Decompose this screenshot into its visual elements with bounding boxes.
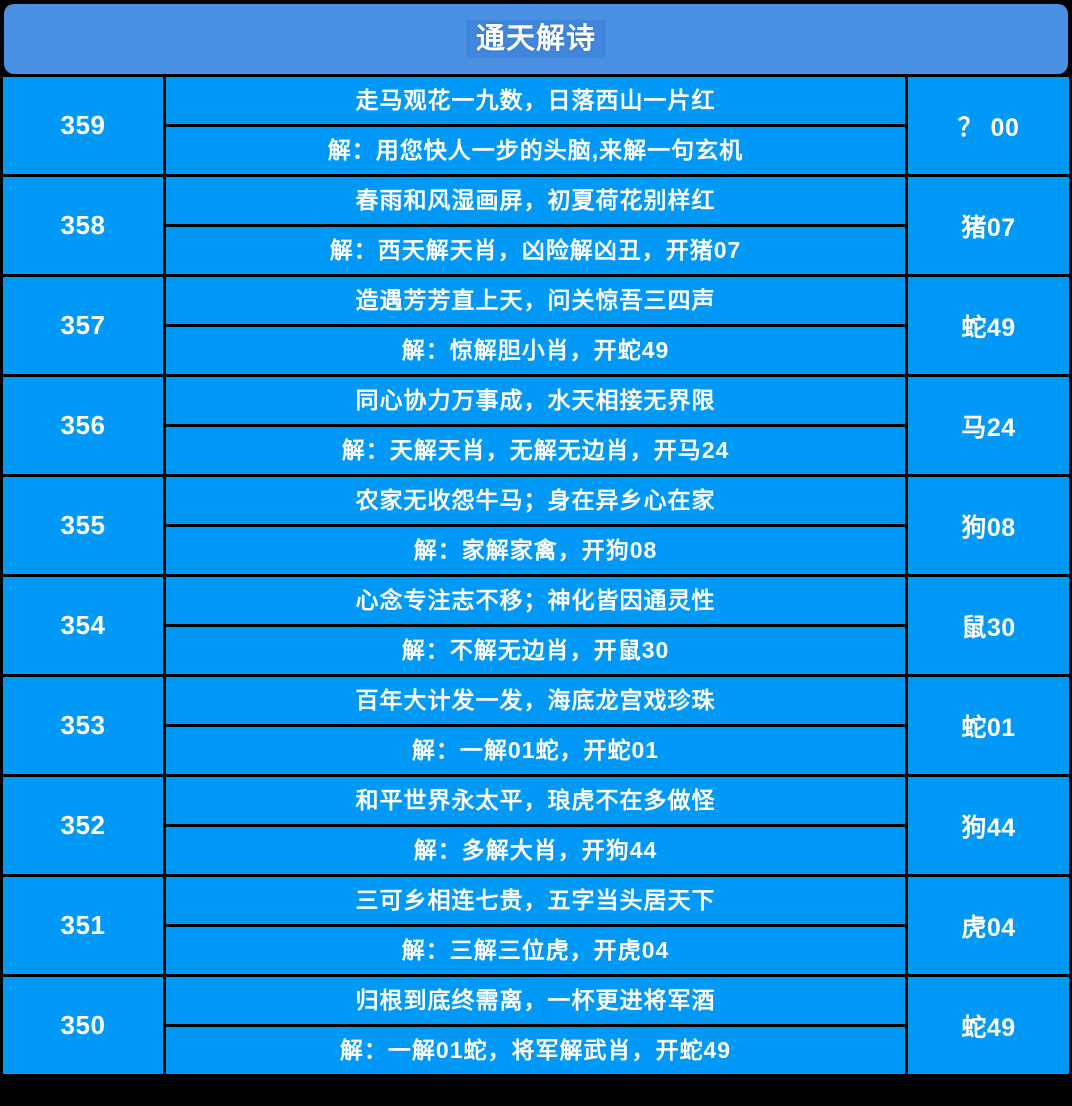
issue-number-cell: 354 [0, 574, 166, 677]
page-header-banner: 通天解诗 [4, 4, 1068, 74]
table-row: 352 和平世界永太平，琅虎不在多做怪 狗44 [0, 774, 1072, 877]
poem-line-cell: 春雨和风湿画屏，初夏荷花别样红 [163, 174, 908, 227]
result-cell: 狗08 [905, 474, 1072, 577]
answer-line-cell: 解：一解01蛇，开蛇01 [163, 724, 908, 777]
poem-line-cell: 农家无收怨牛马；身在异乡心在家 [163, 474, 908, 527]
poem-line-text: 归根到底终需离，一杯更进将军酒 [355, 986, 716, 1013]
answer-line-text: 解：家解家禽，开狗08 [413, 536, 658, 563]
poem-line-text: 春雨和风湿画屏，初夏荷花别样红 [355, 186, 716, 213]
table-row: 359 走马观花一九数，日落西山一片红 ？ 00 [0, 74, 1072, 177]
table-row-answer: 解：多解大肖，开狗44 [2, 824, 1071, 877]
poem-line-cell: 同心协力万事成，水天相接无界限 [163, 374, 908, 427]
issue-number-cell: 350 [0, 974, 166, 1077]
table-row-answer: 解：一解01蛇，将军解武肖，开蛇49 [2, 1024, 1071, 1077]
answer-line-cell: 解：用您快人一步的头脑,来解一句玄机 [163, 124, 908, 177]
poem-line-cell: 百年大计发一发，海底龙宫戏珍珠 [163, 674, 908, 727]
table-row-answer: 解：天解天肖，无解无边肖，开马24 [2, 424, 1071, 477]
table-row-answer: 解：惊解胆小肖，开蛇49 [2, 324, 1071, 377]
issue-number-cell: 358 [0, 174, 166, 277]
answer-line-text: 解：不解无边肖，开鼠30 [401, 636, 670, 663]
result-cell: 鼠30 [905, 574, 1072, 677]
poem-table-body: 359 走马观花一九数，日落西山一片红 ？ 00 解：用您快人一步的头脑,来解一句玄机… [0, 74, 1072, 1077]
answer-line-cell: 解：西天解天肖，凶险解凶丑，开猪07 [163, 224, 908, 277]
answer-line-cell: 解：多解大肖，开狗44 [163, 824, 908, 877]
poem-line-text: 和平世界永太平，琅虎不在多做怪 [355, 786, 716, 813]
table-row: 350 归根到底终需离，一杯更进将军酒 蛇49 [0, 974, 1072, 1077]
table-row-answer: 解：一解01蛇，开蛇01 [2, 724, 1071, 777]
answer-line-cell: 解：天解天肖，无解无边肖，开马24 [163, 424, 908, 477]
issue-number-cell: 353 [0, 674, 166, 777]
table-row: 355 农家无收怨牛马；身在异乡心在家 狗08 [0, 474, 1072, 577]
issue-number-cell: 351 [0, 874, 166, 977]
table-row-answer: 解：家解家禽，开狗08 [2, 524, 1071, 577]
answer-line-cell: 解：家解家禽，开狗08 [163, 524, 908, 577]
poem-line-cell: 心念专注志不移；神化皆因通灵性 [163, 574, 908, 627]
issue-number-cell: 359 [0, 74, 166, 177]
result-cell: 狗44 [905, 774, 1072, 877]
issue-number-cell: 356 [0, 374, 166, 477]
answer-line-text: 解：用您快人一步的头脑,来解一句玄机 [327, 136, 744, 163]
result-cell: 虎04 [905, 874, 1072, 977]
table-row-answer: 解：用您快人一步的头脑,来解一句玄机 [2, 124, 1071, 177]
table-row-answer: 解：西天解天肖，凶险解凶丑，开猪07 [2, 224, 1071, 277]
issue-number-cell: 357 [0, 274, 166, 377]
answer-line-text: 解：西天解天肖，凶险解凶丑，开猪07 [329, 236, 742, 263]
poem-table-container: 359 走马观花一九数，日落西山一片红 ？ 00 解：用您快人一步的头脑,来解一句玄机… [0, 74, 1072, 1077]
answer-line-text: 解：一解01蛇，开蛇01 [411, 736, 660, 763]
answer-line-text: 解：多解大肖，开狗44 [413, 836, 658, 863]
answer-line-cell: 解：三解三位虎，开虎04 [163, 924, 908, 977]
table-row: 357 造遇芳芳直上天，问关惊吾三四声 蛇49 [0, 274, 1072, 377]
table-row: 358 春雨和风湿画屏，初夏荷花别样红 猪07 [0, 174, 1072, 277]
result-cell: 蛇01 [905, 674, 1072, 777]
result-cell: 蛇49 [905, 974, 1072, 1077]
table-row-answer: 解：三解三位虎，开虎04 [2, 924, 1071, 977]
poem-line-cell: 造遇芳芳直上天，问关惊吾三四声 [163, 274, 908, 327]
table-row: 354 心念专注志不移；神化皆因通灵性 鼠30 [0, 574, 1072, 677]
poem-line-cell: 走马观花一九数，日落西山一片红 [163, 74, 908, 127]
table-row: 351 三可乡相连七贵，五字当头居天下 虎04 [0, 874, 1072, 977]
poem-line-text: 同心协力万事成，水天相接无界限 [355, 386, 716, 413]
result-cell: 马24 [905, 374, 1072, 477]
poem-table: 359 走马观花一九数，日落西山一片红 ？ 00 解：用您快人一步的头脑,来解一句玄机… [0, 74, 1072, 1077]
poem-line-text: 农家无收怨牛马；身在异乡心在家 [355, 486, 716, 513]
poem-line-text: 三可乡相连七贵，五字当头居天下 [355, 886, 716, 913]
page-title: 通天解诗 [465, 19, 606, 59]
answer-line-text: 解：惊解胆小肖，开蛇49 [401, 336, 670, 363]
table-row: 356 同心协力万事成，水天相接无界限 马24 [0, 374, 1072, 477]
poem-line-cell: 归根到底终需离，一杯更进将军酒 [163, 974, 908, 1027]
answer-line-cell: 解：一解01蛇，将军解武肖，开蛇49 [163, 1024, 908, 1077]
table-row: 353 百年大计发一发，海底龙宫戏珍珠 蛇01 [0, 674, 1072, 777]
poem-line-text: 造遇芳芳直上天，问关惊吾三四声 [355, 286, 716, 313]
poem-line-cell: 三可乡相连七贵，五字当头居天下 [163, 874, 908, 927]
issue-number-cell: 355 [0, 474, 166, 577]
answer-line-text: 解：一解01蛇，将军解武肖，开蛇49 [339, 1036, 732, 1063]
poem-line-text: 心念专注志不移；神化皆因通灵性 [355, 586, 716, 613]
result-cell: ？ 00 [905, 74, 1072, 177]
issue-number-cell: 352 [0, 774, 166, 877]
answer-line-text: 解：三解三位虎，开虎04 [401, 936, 670, 963]
answer-line-cell: 解：不解无边肖，开鼠30 [163, 624, 908, 677]
answer-line-text: 解：天解天肖，无解无边肖，开马24 [341, 436, 730, 463]
poem-line-text: 百年大计发一发，海底龙宫戏珍珠 [355, 686, 716, 713]
answer-line-cell: 解：惊解胆小肖，开蛇49 [163, 324, 908, 377]
poem-line-text: 走马观花一九数，日落西山一片红 [355, 86, 716, 113]
result-cell: 蛇49 [905, 274, 1072, 377]
table-row-answer: 解：不解无边肖，开鼠30 [2, 624, 1071, 677]
result-cell: 猪07 [905, 174, 1072, 277]
poem-line-cell: 和平世界永太平，琅虎不在多做怪 [163, 774, 908, 827]
